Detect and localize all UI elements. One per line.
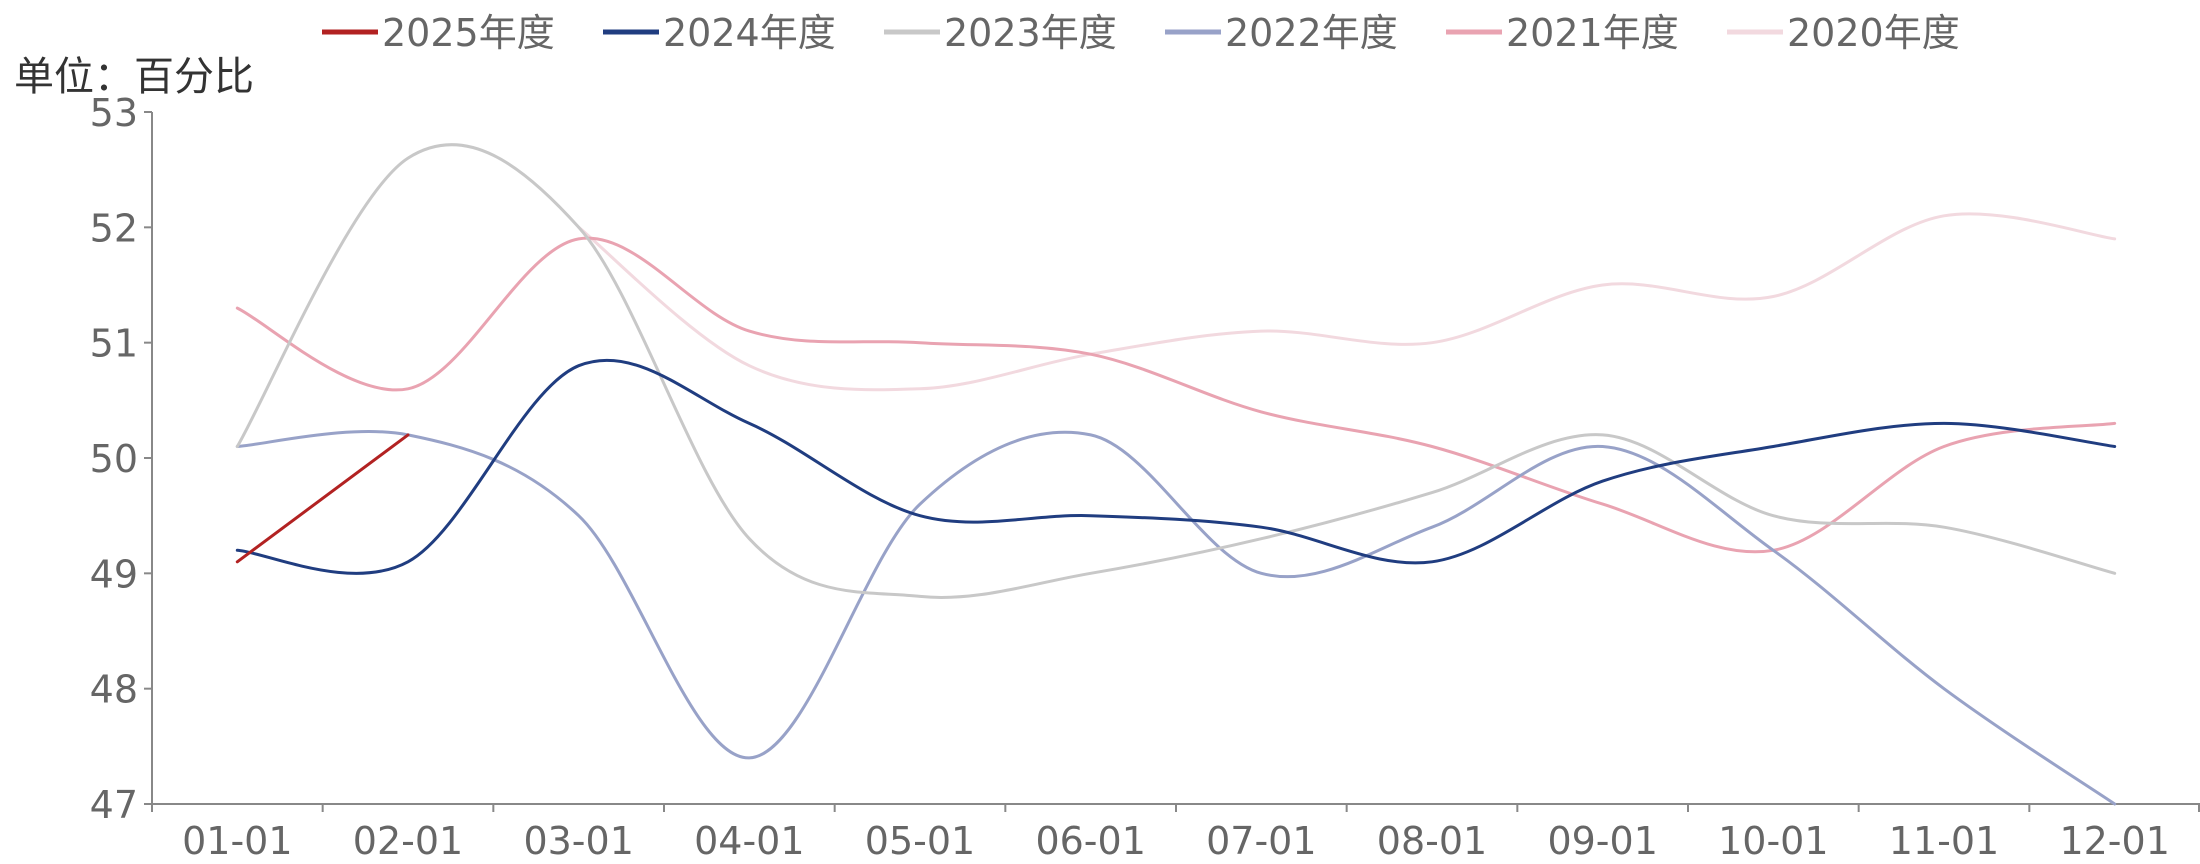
x-tick-label: 11-01 (1889, 819, 1999, 860)
x-tick-label: 08-01 (1377, 819, 1487, 860)
x-tick-label: 10-01 (1718, 819, 1828, 860)
y-tick-label: 50 (90, 437, 138, 481)
x-tick-label: 03-01 (523, 819, 633, 860)
x-tick-label: 04-01 (694, 819, 804, 860)
y-tick-label: 47 (90, 783, 138, 827)
legend-label: 2021年度 (1506, 11, 1679, 55)
y-tick-label: 51 (90, 322, 138, 366)
x-tick-label: 01-01 (182, 819, 292, 860)
y-tick-label: 48 (90, 668, 138, 712)
legend-label: 2020年度 (1787, 11, 1960, 55)
x-tick-label: 09-01 (1547, 819, 1657, 860)
legend-label: 2024年度 (663, 11, 836, 55)
series-line-2023年度 (235, 143, 2117, 599)
y-tick-label: 49 (90, 552, 138, 596)
legend-label: 2023年度 (944, 11, 1117, 55)
legend-label: 2025年度 (382, 11, 555, 55)
y-tick-label: 53 (90, 91, 138, 135)
axes: 47 48 49 50 51 52 53 01-01 02-01 03-01 04-01 05-01 0… (90, 91, 2200, 863)
legend-label: 2022年度 (1225, 11, 1398, 55)
x-tick-label: 02-01 (353, 819, 463, 860)
series-line-2020年度 (577, 212, 2117, 392)
series-line-2022年度 (235, 429, 2117, 806)
x-tick-label: 12-01 (2059, 819, 2169, 860)
x-tick-label: 05-01 (865, 819, 975, 860)
x-tick-label: 07-01 (1206, 819, 1316, 860)
y-tick-label: 52 (90, 206, 138, 250)
series-line-2021年度 (235, 236, 2117, 554)
x-tick-label: 06-01 (1035, 819, 1145, 860)
series-line-2025年度 (235, 433, 410, 564)
series-line-2024年度 (235, 358, 2117, 575)
unit-label: 单位：百分比 (14, 54, 254, 100)
plot-area (235, 143, 2117, 806)
legend: 2025年度 2024年度 2023年度 2022年度 2021年度 2020年度 (322, 11, 1960, 55)
